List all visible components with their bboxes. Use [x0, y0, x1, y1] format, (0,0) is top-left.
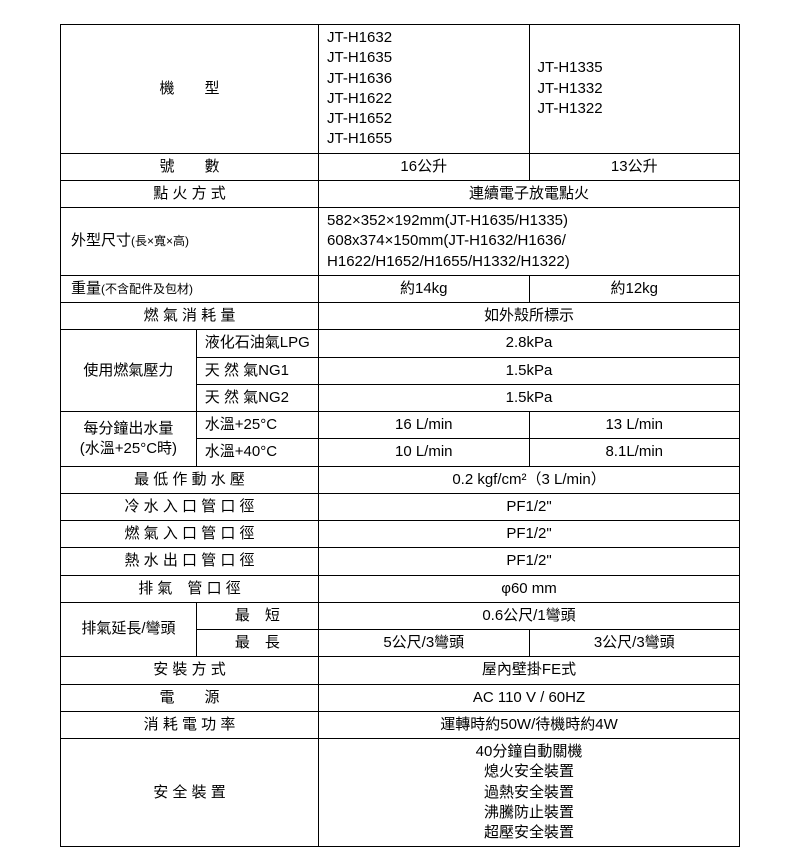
- gas-pressure-ng1-k: 天 然 氣NG1: [196, 357, 318, 384]
- exhaust-ext-short-k: 最 短: [196, 602, 318, 629]
- cold-inlet-v: PF1/2": [319, 493, 740, 520]
- capacity-v2: 13公升: [529, 153, 740, 180]
- exhaust-ext-long-v2: 3公尺/3彎頭: [529, 630, 740, 657]
- exhaust-dia-v: φ60 mm: [319, 575, 740, 602]
- gas-pressure-label: 使用燃氣壓力: [61, 330, 197, 412]
- safety-v: 40分鐘自動關機熄火安全裝置過熱安全裝置沸騰防止裝置超壓安全裝置: [319, 739, 740, 847]
- gas-inlet-v: PF1/2": [319, 521, 740, 548]
- gas-pressure-ng1-v: 1.5kPa: [319, 357, 740, 384]
- min-pressure-v: 0.2 kgf/cm²（3 L/min）: [319, 466, 740, 493]
- capacity-v1: 16公升: [319, 153, 529, 180]
- watt-label: 消 耗 電 功 率: [61, 711, 319, 738]
- flow-40-v1: 10 L/min: [319, 439, 529, 466]
- model-label: 機 型: [61, 25, 319, 154]
- gas-pressure-lpg-v: 2.8kPa: [319, 330, 740, 357]
- hot-outlet-v: PF1/2": [319, 548, 740, 575]
- exhaust-ext-short-v: 0.6公尺/1彎頭: [319, 602, 740, 629]
- watt-v: 運轉時約50W/待機時約4W: [319, 711, 740, 738]
- flow-25-k: 水溫+25°C: [196, 412, 318, 439]
- dimensions-v: 582×352×192mm(JT-H1635/H1335)608x374×150…: [319, 208, 740, 276]
- capacity-label: 號 數: [61, 153, 319, 180]
- flow-40-v2: 8.1L/min: [529, 439, 740, 466]
- weight-label: 重量(不含配件及包材): [61, 275, 319, 302]
- exhaust-ext-long-k: 最 長: [196, 630, 318, 657]
- weight-v1: 約14kg: [319, 275, 529, 302]
- gas-consumption-v: 如外殼所標示: [319, 303, 740, 330]
- gas-pressure-ng2-v: 1.5kPa: [319, 384, 740, 411]
- flow-rate-label: 每分鐘出水量(水溫+25°C時): [61, 412, 197, 467]
- power-label: 電 源: [61, 684, 319, 711]
- min-pressure-label: 最 低 作 動 水 壓: [61, 466, 319, 493]
- gas-inlet-label: 燃 氣 入 口 管 口 徑: [61, 521, 319, 548]
- safety-label: 安 全 裝 置: [61, 739, 319, 847]
- spec-table: 機 型 JT-H1632JT-H1635JT-H1636JT-H1622JT-H…: [60, 24, 740, 847]
- exhaust-ext-long-v1: 5公尺/3彎頭: [319, 630, 529, 657]
- gas-pressure-ng2-k: 天 然 氣NG2: [196, 384, 318, 411]
- dimensions-label: 外型尺寸(長×寬×高): [61, 208, 319, 276]
- ignition-label: 點 火 方 式: [61, 180, 319, 207]
- cold-inlet-label: 冷 水 入 口 管 口 徑: [61, 493, 319, 520]
- models-col2: JT-H1335JT-H1332JT-H1322: [529, 25, 740, 154]
- flow-40-k: 水溫+40°C: [196, 439, 318, 466]
- gas-pressure-lpg-k: 液化石油氣LPG: [196, 330, 318, 357]
- gas-consumption-label: 燃 氣 消 耗 量: [61, 303, 319, 330]
- exhaust-dia-label: 排 氣 管 口 徑: [61, 575, 319, 602]
- install-v: 屋內壁掛FE式: [319, 657, 740, 684]
- flow-25-v2: 13 L/min: [529, 412, 740, 439]
- exhaust-ext-label: 排氣延長/彎頭: [61, 602, 197, 657]
- hot-outlet-label: 熱 水 出 口 管 口 徑: [61, 548, 319, 575]
- install-label: 安 裝 方 式: [61, 657, 319, 684]
- models-col1: JT-H1632JT-H1635JT-H1636JT-H1622JT-H1652…: [319, 25, 529, 154]
- power-v: AC 110 V / 60HZ: [319, 684, 740, 711]
- ignition-v: 連續電子放電點火: [319, 180, 740, 207]
- weight-v2: 約12kg: [529, 275, 740, 302]
- flow-25-v1: 16 L/min: [319, 412, 529, 439]
